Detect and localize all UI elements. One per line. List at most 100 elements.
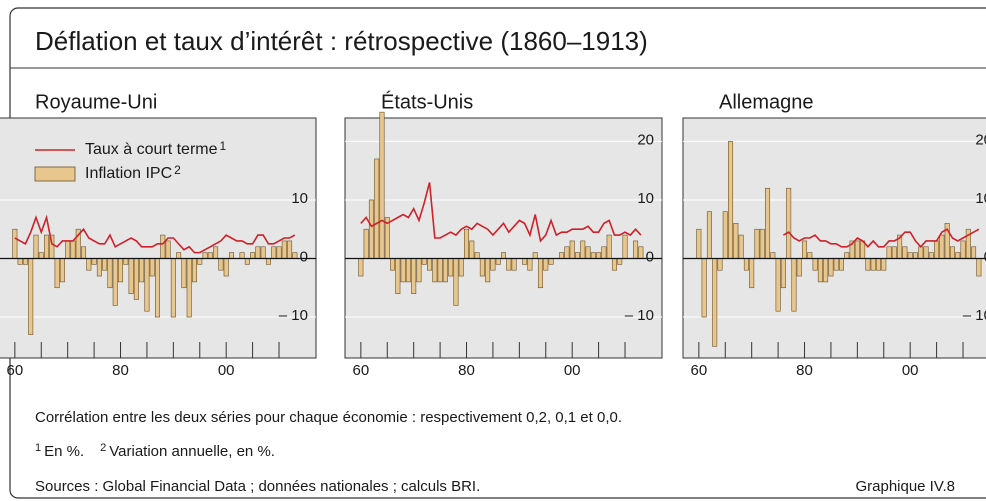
panel-title: États-Unis xyxy=(381,90,473,113)
footnote-text: En %. xyxy=(44,443,84,460)
bar xyxy=(754,228,760,259)
x-tick-label: 80 xyxy=(112,362,129,379)
bar xyxy=(564,246,570,259)
bar xyxy=(250,252,256,259)
bar xyxy=(606,234,612,259)
bar xyxy=(939,234,945,259)
bar xyxy=(838,258,844,271)
bar xyxy=(181,258,187,289)
bar xyxy=(405,258,411,283)
footnote-mark: 1 xyxy=(35,442,41,454)
bar xyxy=(928,252,934,259)
bar xyxy=(543,258,549,271)
legend-footnote: 2 xyxy=(174,163,181,177)
bar xyxy=(881,258,887,271)
bar xyxy=(160,234,166,259)
figure-title: Déflation et taux d’intérêt : rétrospect… xyxy=(35,26,648,56)
bar xyxy=(823,258,829,283)
bar xyxy=(569,240,575,259)
bar xyxy=(817,258,823,283)
y-tick-label: – 10 xyxy=(963,307,986,324)
bar xyxy=(239,252,245,259)
legend-label: Taux à court terme xyxy=(85,141,218,158)
bar xyxy=(728,141,734,259)
bar xyxy=(28,258,34,335)
bar xyxy=(786,187,792,259)
bar xyxy=(374,158,380,259)
bar xyxy=(54,258,60,289)
y-tick-label: 10 xyxy=(291,190,308,207)
bar xyxy=(844,252,850,259)
line xyxy=(360,182,642,243)
y-tick-label: 0 xyxy=(984,248,986,265)
bar xyxy=(368,199,374,259)
bar xyxy=(59,258,65,283)
legend-footnote: 1 xyxy=(220,139,227,153)
bar xyxy=(633,240,639,259)
bar xyxy=(91,258,97,265)
bar xyxy=(611,258,617,271)
bar xyxy=(717,258,723,271)
bar xyxy=(464,228,470,259)
bar xyxy=(363,228,369,259)
bar xyxy=(202,252,208,259)
bar xyxy=(139,258,145,283)
bar xyxy=(411,258,417,294)
bar xyxy=(770,252,776,259)
bar xyxy=(802,240,808,259)
bar xyxy=(870,258,876,271)
bar xyxy=(218,258,224,271)
bar xyxy=(791,258,797,312)
bar xyxy=(495,258,501,265)
bar xyxy=(559,252,565,259)
bar xyxy=(923,246,929,259)
bar xyxy=(638,246,644,259)
bar xyxy=(712,258,718,347)
bar xyxy=(33,234,39,259)
x-tick-label: 60 xyxy=(691,362,708,379)
bar xyxy=(500,252,506,259)
bar xyxy=(358,258,364,277)
bar xyxy=(934,240,940,259)
bar xyxy=(490,258,496,271)
bar xyxy=(118,258,124,283)
bar xyxy=(733,223,739,259)
bar xyxy=(749,258,755,289)
bar xyxy=(421,258,427,265)
bar xyxy=(875,258,881,271)
plot-area xyxy=(344,117,663,359)
y-tick-label: – 10 xyxy=(279,307,308,324)
bar xyxy=(511,258,517,271)
bar xyxy=(448,258,454,277)
x-tick-label: 80 xyxy=(796,362,813,379)
bar xyxy=(432,258,438,283)
bar xyxy=(918,246,924,259)
x-tick-label: 80 xyxy=(458,362,475,379)
bar xyxy=(907,252,913,259)
panel-title: Allemagne xyxy=(719,91,814,113)
bar xyxy=(527,258,533,271)
bar xyxy=(833,258,839,271)
bar xyxy=(186,258,192,318)
sources: Sources : Global Financial Data ; donnée… xyxy=(35,478,480,495)
y-tick-label: 0 xyxy=(300,248,308,265)
legend-label: Inflation IPC xyxy=(85,165,172,182)
bar xyxy=(580,240,586,259)
bar xyxy=(743,258,749,271)
panel-title: Royaume-Uni xyxy=(35,91,157,113)
bar xyxy=(780,258,786,289)
y-tick-label: – 10 xyxy=(625,307,654,324)
x-tick-label: 60 xyxy=(353,362,370,379)
bar xyxy=(265,258,271,265)
bar xyxy=(585,246,591,259)
bar xyxy=(775,258,781,312)
bar xyxy=(976,258,982,277)
bar xyxy=(442,258,448,283)
bar xyxy=(96,258,102,277)
bar xyxy=(701,258,707,318)
bar xyxy=(537,258,543,289)
bar xyxy=(390,258,396,271)
x-tick-label: 00 xyxy=(218,362,235,379)
bar xyxy=(955,252,961,259)
